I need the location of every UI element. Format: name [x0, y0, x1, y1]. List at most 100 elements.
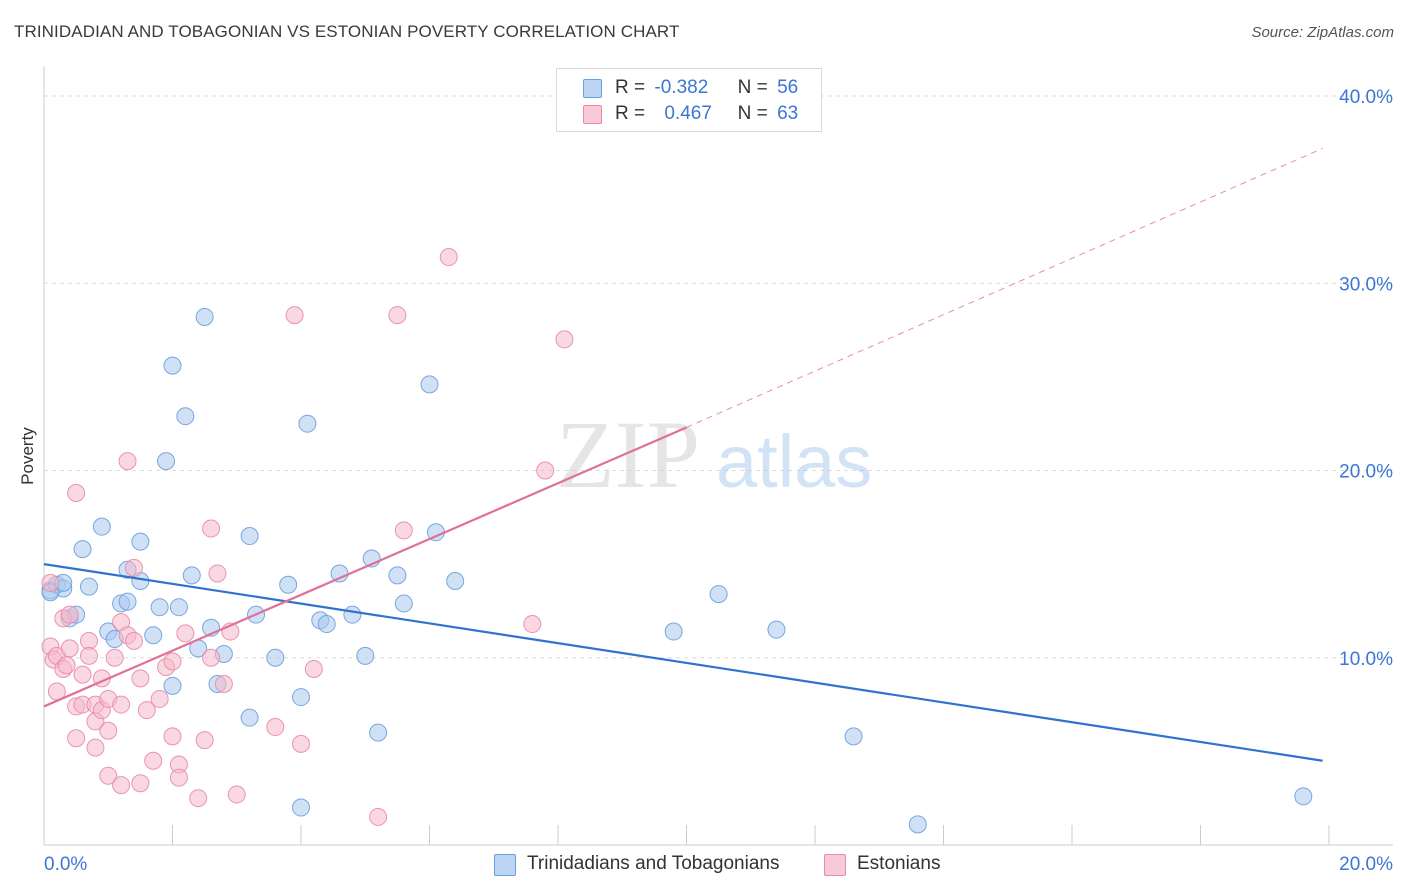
estonian-point — [150, 689, 169, 708]
watermark-atlas: atlas — [716, 420, 872, 503]
estonian-point — [118, 452, 137, 471]
estonian-point — [73, 665, 92, 684]
trinidadian-point — [664, 622, 683, 641]
estonian-point — [208, 564, 227, 583]
trend-lines — [43, 147, 1323, 762]
legend-r-value: -0.382 — [654, 77, 709, 98]
trinidadian-point — [317, 615, 336, 634]
estonian-point — [439, 248, 458, 267]
legend-n-value: 63 — [777, 103, 799, 124]
trinidadian-point — [446, 571, 465, 590]
estonian-point — [285, 306, 304, 325]
estonian-trend-extension — [686, 147, 1323, 428]
trinidadian-point — [266, 648, 285, 667]
estonian-point — [105, 648, 124, 667]
estonian-point — [169, 768, 188, 787]
chart-title: TRINIDADIAN AND TOBAGONIAN VS ESTONIAN P… — [14, 22, 680, 41]
estonian-point — [124, 631, 143, 650]
estonian-point — [227, 785, 246, 804]
trinidadian-point — [144, 626, 163, 645]
trinidadian-point — [240, 708, 259, 727]
legend-n-label: N = — [737, 77, 768, 98]
estonian-point — [79, 646, 98, 665]
trinidadian-point — [420, 375, 439, 394]
y-tick-label: 20.0% — [1339, 462, 1393, 483]
trinidadian-point — [1294, 787, 1313, 806]
estonian-point — [369, 807, 388, 826]
trinidadian-point — [709, 585, 728, 604]
estonian-point — [394, 521, 413, 540]
trinidadian-point — [195, 307, 214, 326]
trinidadian-point — [292, 798, 310, 817]
trinidadian-point — [150, 598, 169, 617]
estonian-point — [99, 721, 118, 740]
trinidadian-point — [163, 356, 182, 375]
trinidadian-point — [369, 723, 388, 742]
estonian-point — [202, 519, 221, 538]
stats-legend: R = -0.382 N = 56 R = 0.467 N = 63 — [556, 68, 822, 132]
trinidadian-point — [844, 727, 863, 746]
estonian-point — [60, 639, 79, 658]
trinidadian-trend-line — [43, 563, 1323, 762]
trinidadian-point — [356, 646, 375, 665]
estonian-point — [388, 306, 407, 325]
trinidadian-point — [182, 566, 201, 585]
estonian-point — [41, 573, 60, 592]
trinidadian-point — [767, 620, 786, 639]
axes — [43, 66, 1393, 846]
estonian-point — [112, 695, 131, 714]
trinidadian-point — [292, 688, 310, 707]
chart-source: Source: ZipAtlas.com — [1251, 24, 1394, 41]
trinidadian-point — [240, 527, 259, 546]
estonian-point — [189, 789, 208, 808]
bottom-legend-swatch-blue — [494, 854, 516, 876]
estonian-point — [195, 731, 214, 750]
legend-n-value: 56 — [777, 77, 799, 98]
estonian-trend-line — [43, 426, 687, 708]
bottom-legend-swatch-pink — [824, 854, 846, 876]
y-tick-label: 40.0% — [1339, 87, 1393, 108]
trinidadian-point — [176, 407, 195, 426]
legend-r-label: R = — [615, 77, 646, 98]
estonian-point — [131, 774, 150, 793]
trinidadian-point — [298, 414, 317, 433]
estonian-point — [176, 624, 195, 643]
estonian-point — [214, 674, 233, 693]
trinidadian-point — [394, 594, 413, 613]
estonian-point — [86, 738, 105, 757]
watermark: ZIP atlas — [556, 401, 872, 508]
trinidadian-point — [343, 605, 362, 624]
trinidadian-point — [131, 532, 150, 551]
estonian-point — [555, 330, 574, 349]
y-tick-label: 30.0% — [1339, 274, 1393, 295]
trinidadian-point — [169, 598, 188, 617]
legend-swatch-pink — [583, 105, 602, 124]
watermark-zip: ZIP — [556, 401, 700, 508]
estonian-point — [163, 652, 182, 671]
estonian-point — [60, 605, 79, 624]
legend-r-value: 0.467 — [664, 103, 712, 124]
trinidadian-point — [157, 452, 176, 471]
trinidadian-point — [330, 564, 349, 583]
estonian-point — [137, 701, 156, 720]
estonian-point — [124, 558, 143, 577]
grid-lines — [44, 95, 1393, 659]
estonian-point — [112, 776, 131, 795]
legend-r-label: R = — [615, 103, 646, 124]
estonian-point — [304, 659, 323, 678]
trinidadian-point — [118, 592, 137, 611]
y-axis-label: Poverty — [18, 427, 37, 485]
bottom-legend-label: Estonians — [857, 853, 941, 874]
y-tick-label: 10.0% — [1339, 649, 1393, 670]
estonian-point — [523, 615, 542, 634]
estonian-point — [202, 648, 221, 667]
trinidadian-point — [908, 815, 927, 834]
estonian-point — [536, 461, 555, 480]
bottom-legend-label: Trinidadians and Tobagonians — [527, 853, 780, 874]
legend-swatch-blue — [583, 79, 602, 98]
estonian-point — [266, 718, 285, 737]
estonian-point — [67, 729, 86, 748]
estonian-point — [163, 727, 182, 746]
legend-n-label: N = — [737, 103, 768, 124]
